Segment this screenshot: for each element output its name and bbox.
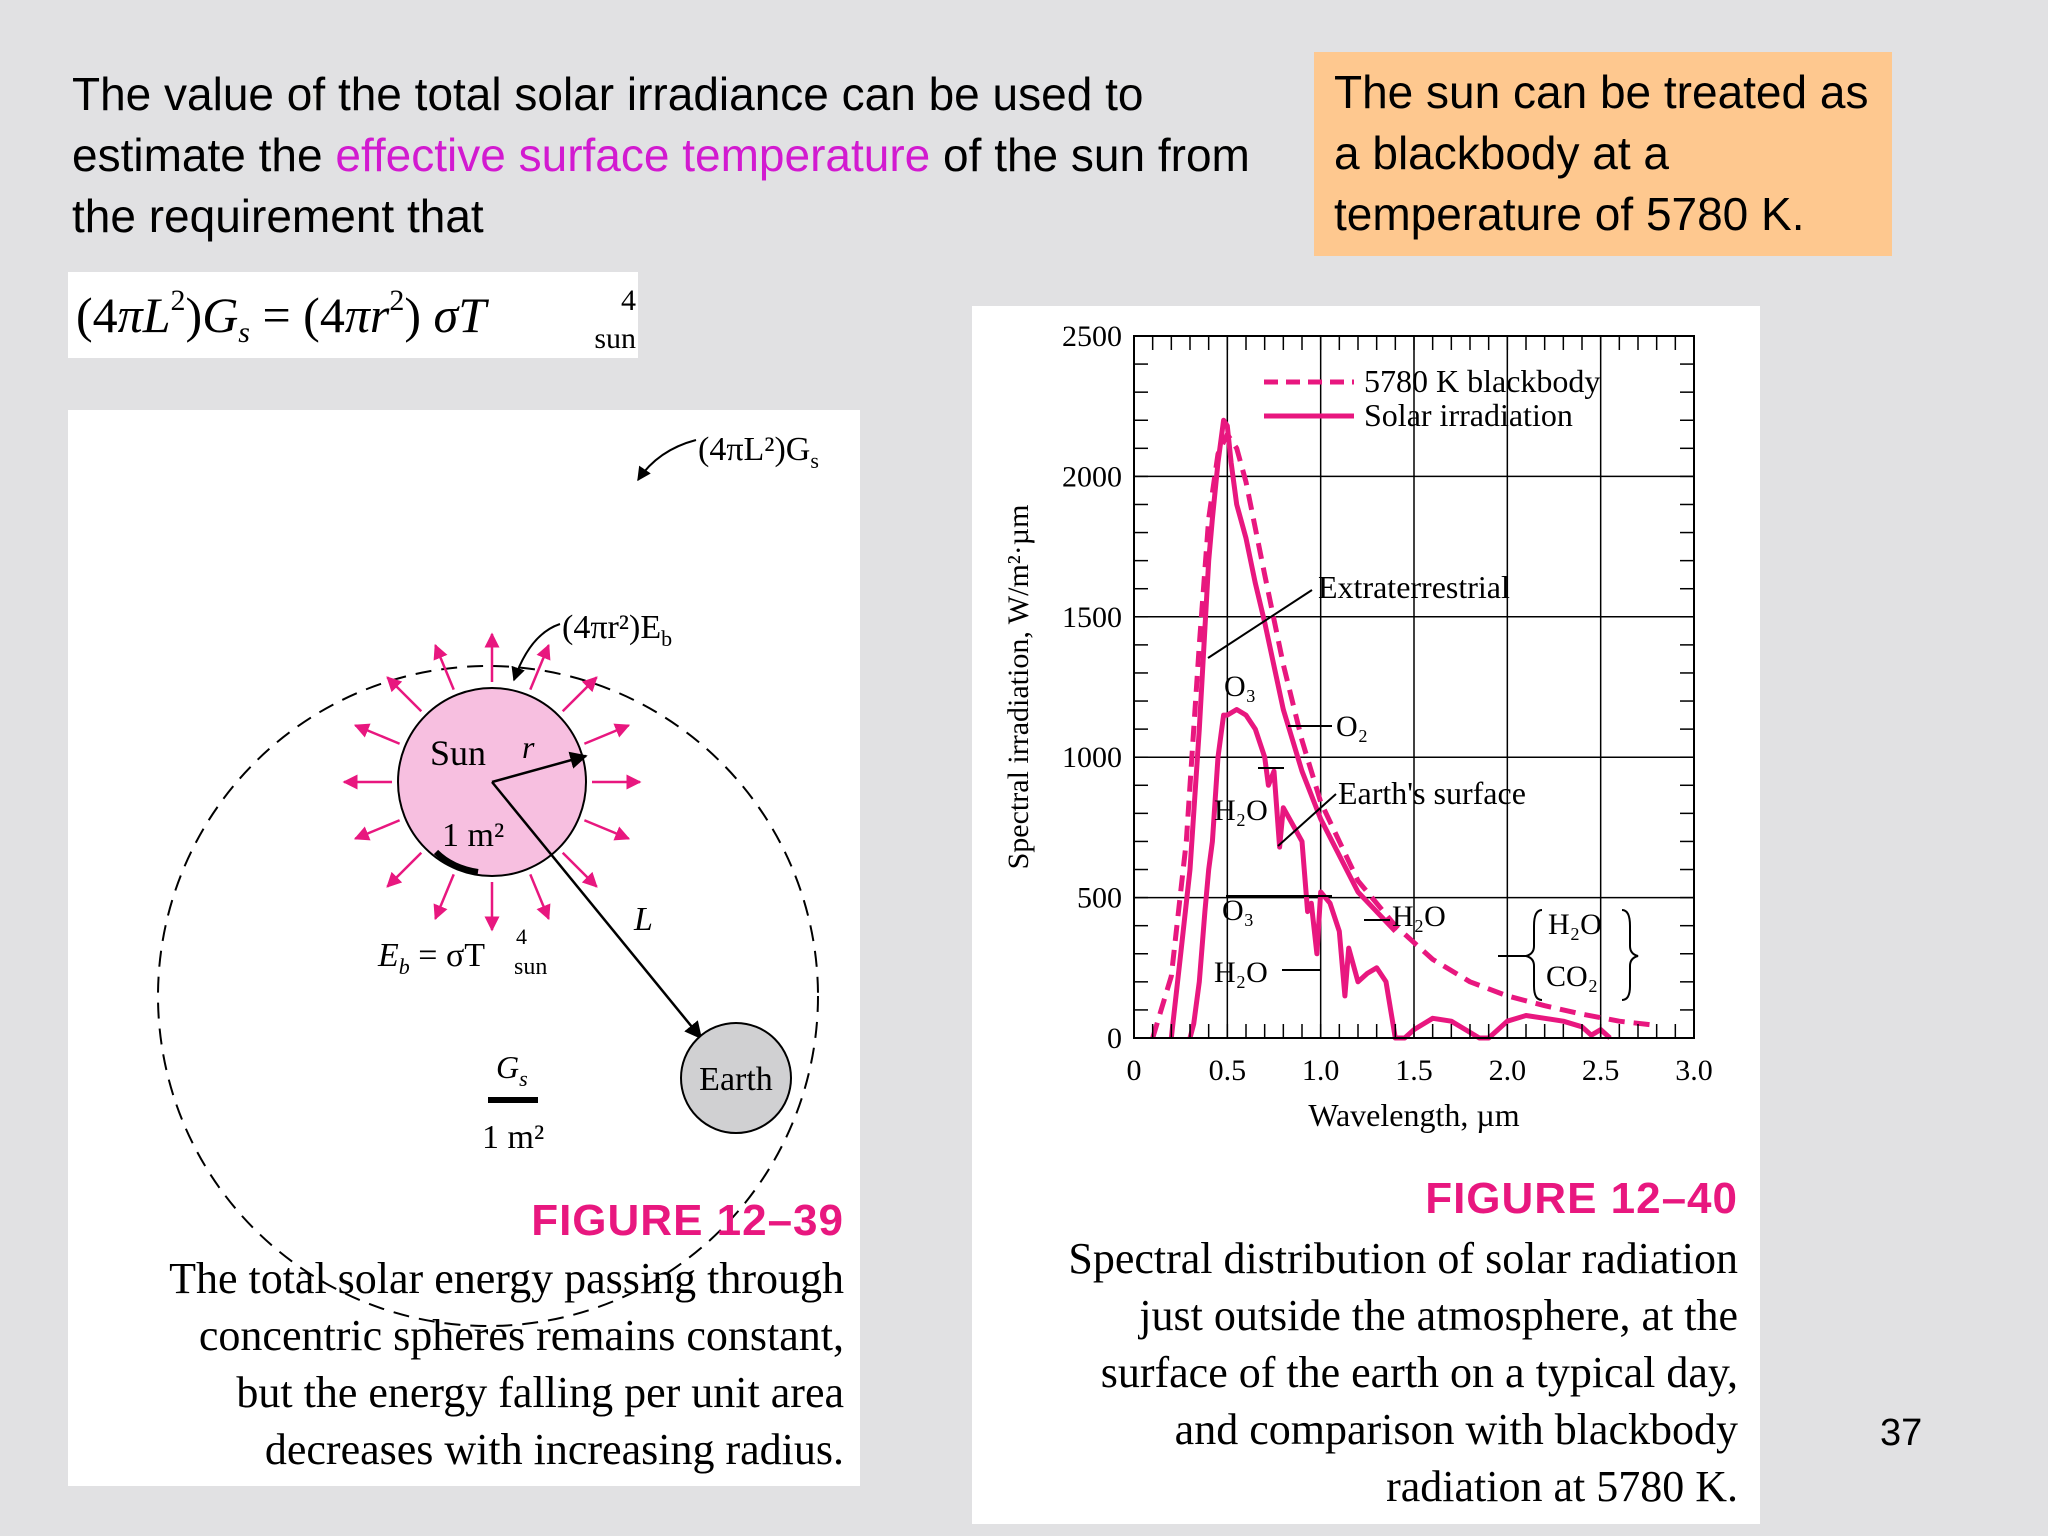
- radius-arrow: [491, 751, 588, 784]
- x-axis-label: Wavelength, µm: [1308, 1097, 1519, 1133]
- note-text: The sun can be treated as a blackbody at…: [1334, 66, 1869, 240]
- earth-circle: [680, 1022, 792, 1134]
- annot-h2o-3: H₂O: [1392, 900, 1446, 933]
- inner-label-arrow: [511, 623, 561, 682]
- area-label: 1 m²: [442, 817, 504, 854]
- y-tick-label: 1000: [1062, 741, 1122, 774]
- area-arc: [433, 849, 479, 875]
- x-tick-label: 2.0: [1489, 1054, 1527, 1087]
- outer-label: (4πL²)Gs: [698, 431, 819, 473]
- inner-label: (4πr²)Eb: [562, 609, 672, 651]
- equation-box: (4πL2)Gs = (4πr2) σT 4 sun: [68, 272, 638, 358]
- sun-ray: [529, 643, 551, 691]
- y-tick-label: 0: [1107, 1022, 1122, 1055]
- Eb-sup: 4: [516, 924, 527, 949]
- caption-line: Spectral distribution of solar radiation: [1068, 1234, 1738, 1283]
- y-tick-label: 500: [1077, 882, 1122, 915]
- annot-h2o-4: H₂O: [1548, 908, 1602, 941]
- caption-line: but the energy falling per unit area: [236, 1368, 844, 1417]
- series-line-2: [1187, 707, 1612, 1041]
- intro-part2: of the sun from the requirement that: [72, 129, 1250, 242]
- Eb-sun: sun: [514, 954, 547, 980]
- x-tick-label: 0.5: [1209, 1054, 1247, 1087]
- equation: (4πL2)Gs = (4πr2) σT 4 sun: [76, 284, 636, 355]
- x-tick-label: 1.5: [1395, 1054, 1433, 1087]
- outer-label-arrow: [637, 439, 697, 482]
- caption-line: just outside the atmosphere, at the: [1139, 1291, 1738, 1340]
- svg-text:(4πL2)Gs = (4πr2) σT: (4πL2)Gs = (4πr2) σT: [76, 284, 489, 349]
- y-tick-label: 2000: [1062, 460, 1122, 493]
- figure-39-caption: The total solar energy passing through c…: [64, 1250, 844, 1478]
- figure-40-label: FIGURE 12–40: [1425, 1174, 1738, 1223]
- annot-o3-low: O₃: [1222, 894, 1254, 927]
- intro-part1: The value of the total solar irradiance …: [72, 68, 1144, 181]
- earth-label: Earth: [699, 1061, 773, 1098]
- annot-o2: O₂: [1336, 710, 1368, 743]
- caption-line: radiation at 5780 K.: [1386, 1462, 1738, 1511]
- figure-40-caption: Spectral distribution of solar radiation…: [958, 1230, 1738, 1515]
- legend-label-solar: Solar irradiation: [1364, 397, 1573, 433]
- annot-extraterrestrial: Extraterrestrial: [1318, 569, 1510, 605]
- intro-text: The value of the total solar irradiance …: [72, 64, 1312, 247]
- caption-line: surface of the earth on a typical day,: [1100, 1348, 1738, 1397]
- annot-h2o-1: H₂O: [1214, 794, 1268, 827]
- y-axis-label: Spectral irradiation, W/m²·µm: [1002, 505, 1035, 870]
- series-line-1: [1168, 417, 1398, 1039]
- figure-39-label: FIGURE 12–39: [531, 1196, 844, 1245]
- sun-ray: [433, 873, 455, 921]
- sun-ray: [353, 819, 401, 841]
- outer-sphere: [157, 665, 819, 1327]
- annot-h2o-2: H₂O: [1214, 956, 1268, 989]
- spectral-chart: 0 0.5 1.0 1.5 2.0 2.5 3.005001000150020002500 …: [1002, 320, 1713, 1133]
- y-tick-label: 2500: [1062, 320, 1122, 353]
- x-tick-label: 2.5: [1582, 1054, 1620, 1087]
- sun-ray: [561, 676, 598, 713]
- intro-highlight: effective surface temperature: [335, 129, 931, 181]
- sun-label: Sun: [430, 733, 486, 773]
- annot-co2: CO₂: [1546, 960, 1598, 993]
- annot-bracket-right: [1621, 909, 1639, 1001]
- L-label: L: [633, 901, 653, 938]
- caption-line: concentric spheres remains constant,: [198, 1311, 844, 1360]
- annot-o3-top: O₃: [1224, 670, 1256, 703]
- svg-text:sun: sun: [594, 322, 636, 355]
- Eb-formula: Eb = σT: [377, 937, 485, 979]
- sun-ray: [529, 873, 551, 921]
- sun-ray: [561, 851, 598, 888]
- sun-ray: [386, 851, 423, 888]
- page-number: 37: [1880, 1412, 1923, 1454]
- annot-extraterrestrial-leader: [1207, 589, 1313, 659]
- r-label: r: [522, 729, 535, 765]
- chart-ticks: 0 0.5 1.0 1.5 2.0 2.5 3.0 0 500 1000 1500 2000 2500: [1062, 320, 1713, 1087]
- y-tick-label: 1500: [1062, 601, 1122, 634]
- figure-39-diagram: Sun r 1 m² L Earth (4πL²)Gs (4πr²)Eb Eb …: [157, 431, 819, 1327]
- caption-line: The total solar energy passing through: [169, 1254, 844, 1303]
- annot-earth-surface-leader: [1277, 793, 1337, 847]
- Gs-area: 1 m²: [482, 1119, 544, 1156]
- legend-label-blackbody: 5780 K blackbody: [1364, 363, 1600, 399]
- annot-earth-surface: Earth's surface: [1338, 775, 1526, 811]
- svg-text:4: 4: [621, 284, 636, 317]
- distance-arrow: [491, 781, 703, 1040]
- sun-ray: [353, 723, 401, 745]
- sun-ray: [583, 723, 631, 745]
- x-tick-label: 0: [1127, 1054, 1142, 1087]
- sun-ray: [583, 819, 631, 841]
- annot-bracket-left: [1525, 909, 1543, 1001]
- Gs-label: Gs: [496, 1049, 528, 1091]
- sun-ray: [433, 643, 455, 691]
- sun-rays: [342, 632, 642, 932]
- x-tick-label: 1.0: [1302, 1054, 1340, 1087]
- x-tick-label: 3.0: [1675, 1054, 1713, 1087]
- sun-ray: [386, 676, 423, 713]
- chart-curves: [1150, 417, 1657, 1041]
- caption-line: decreases with increasing radius.: [264, 1425, 844, 1474]
- figure-40-panel: 0 0.5 1.0 1.5 2.0 2.5 3.0 0 500 1000 1500 2000 2500 …: [972, 306, 1760, 1524]
- series-line-0: [1150, 431, 1657, 1039]
- figure-39-panel: Sun r 1 m² L Earth (4πL²)Gs (4πr²)Eb Eb …: [68, 410, 860, 1486]
- plot-frame: [1133, 335, 1695, 1039]
- caption-line: and comparison with blackbody: [1174, 1405, 1738, 1454]
- note-box: The sun can be treated as a blackbody at…: [1314, 52, 1892, 256]
